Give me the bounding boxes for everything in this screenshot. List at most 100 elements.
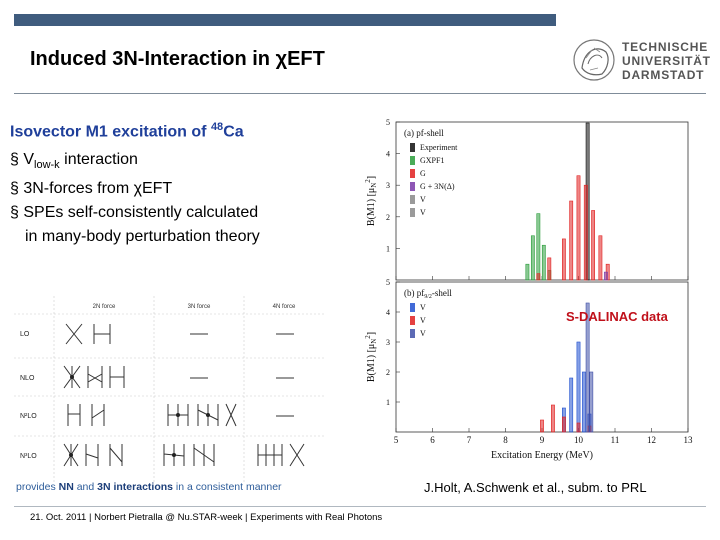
bar [576,422,581,433]
legend-swatch [410,195,415,204]
x-tick-label: 6 [430,435,435,445]
y-tick-label: 3 [386,338,390,347]
x-tick-label: 7 [467,435,472,445]
bullet-item-2: § 3N-forces from χEFT [10,180,173,198]
x-tick-label: 10 [574,435,584,445]
x-tick-label: 8 [503,435,508,445]
diagram-col-3n: 3N force [188,304,211,310]
diagram-row-n2lo: N²LO [20,413,37,420]
x-tick-label: 13 [684,435,694,445]
legend-swatch [410,156,415,165]
legend-swatch [410,169,415,178]
legend-entry: V [420,208,426,217]
bar [582,371,586,433]
bar [589,371,594,433]
bar [551,404,555,433]
x-tick-label: 12 [647,435,656,445]
bullet-2-text: 3N-forces from χEFT [23,180,173,198]
bullet-3-text: SPEs self-consistently calculated [23,204,259,222]
header-bar [14,14,556,26]
legend-entry: V [420,316,426,325]
caption-pre: provides [16,481,59,493]
y-axis-label: B(M1) [μN2] [364,332,378,382]
x-tick-label: 9 [540,435,545,445]
y-tick-label: 4 [386,150,390,159]
bullet-1-post: interaction [59,151,138,168]
athena-logo-icon [573,39,615,81]
diagram-caption: provides NN and 3N interactions in a con… [16,481,282,493]
legend-entry: Experiment [420,143,458,152]
diagram-row-lo: LO [20,331,30,338]
dalinac-label: S-DALINAC data [566,309,668,324]
y-axis-label: B(M1) [μN2] [364,176,378,226]
panel-label: (a) pf-shell [404,128,444,138]
legend-entry: G + 3N(Δ) [420,182,455,191]
logo-line-1: TECHNISCHE [622,40,709,54]
bar [598,235,603,281]
caption-3n: 3N interactions [97,481,173,493]
bullet-1-main: V [23,151,35,168]
legend-swatch [410,329,415,338]
chart-panel-frame [395,281,689,433]
y-tick-label: 4 [386,308,390,317]
y-tick-label: 1 [386,244,390,253]
x-axis-label: Excitation Energy (MeV) [491,450,593,461]
x-tick-label: 11 [611,435,620,445]
bullet-1-sub: low-k [34,159,60,172]
bar [541,244,546,281]
header-divider [14,93,706,94]
bar [583,184,588,281]
legend-entry: GXPF1 [420,156,444,165]
subtitle-text: Isovector M1 excitation of [10,123,211,141]
bar [536,213,541,281]
y-tick-label: 1 [386,398,390,407]
footer-text: 21. Oct. 2011 | Norbert Pietralla @ Nu.S… [30,512,383,523]
bar [530,235,535,281]
subtitle-element: Ca [223,123,244,141]
bar [585,302,590,433]
diagram-col-2n: 2N force [93,304,116,310]
bar [540,419,544,433]
diagram-row-n3lo: N³LO [20,453,37,460]
university-logo-text: TECHNISCHE UNIVERSITÄT DARMSTADT [622,40,711,82]
credit-text: J.Holt, A.Schwenk et al., subm. to PRL [424,480,647,495]
diagram-row-nlo: NLO [20,375,35,382]
bar [603,271,608,281]
slide-title: Induced 3N-Interaction in χEFT [30,48,325,70]
legend-entry: V [420,195,426,204]
logo-line-3: DARMSTADT [622,68,705,82]
bar [576,175,581,281]
y-tick-label: 5 [386,118,390,127]
legend-swatch [410,316,415,325]
bullet-item-3: § SPEs self-consistently calculated [10,204,259,222]
diagram-col-4n: 4N force [273,304,296,310]
chiral-eft-diagram: 2N force 3N force 4N force LO NLO N²LO N… [14,296,326,484]
bar [525,263,530,281]
y-tick-label: 5 [386,278,390,287]
bar [591,210,596,281]
legend-entry: V [420,329,426,338]
caption-mid: and [73,481,98,493]
y-tick-label: 3 [386,181,390,190]
subtitle-mass: 48 [210,121,224,133]
legend-entry: G [420,169,426,178]
legend-swatch [410,143,415,152]
legend-entry: V [420,303,426,312]
bar [569,377,574,433]
x-tick-label: 5 [394,435,399,445]
section-subtitle: Isovector M1 excitation of 48Ca [10,121,244,141]
bullet-item-1: § Vlow-k interaction [10,151,138,172]
legend-swatch [410,182,415,191]
bar [569,200,574,281]
footer-bar [14,506,706,526]
caption-nn: NN [58,481,74,493]
bar [547,257,552,281]
legend-swatch [410,303,415,312]
panel-label: (b) pf9/2-shell [404,288,452,300]
bar [536,273,541,281]
bar [576,341,581,433]
logo-line-2: UNIVERSITÄT [622,54,711,68]
y-tick-label: 2 [386,213,390,222]
bullet-item-3-cont: in many-body perturbation theory [25,228,260,246]
